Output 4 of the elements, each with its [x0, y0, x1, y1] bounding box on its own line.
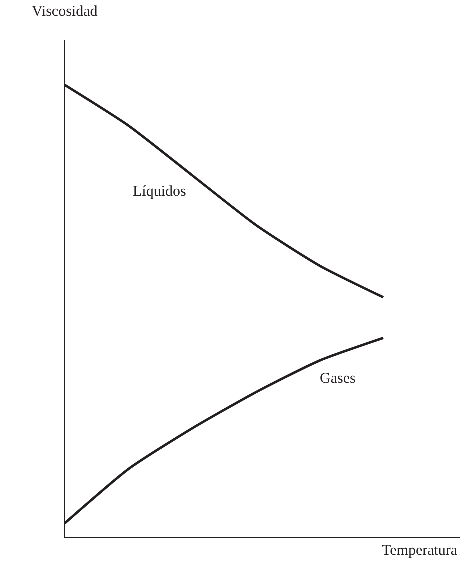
y-axis-title: Viscosidad [32, 4, 98, 20]
x-axis-title: Temperatura [382, 543, 458, 559]
series-label: Líquidos [133, 184, 186, 200]
series-label: Gases [320, 371, 356, 387]
